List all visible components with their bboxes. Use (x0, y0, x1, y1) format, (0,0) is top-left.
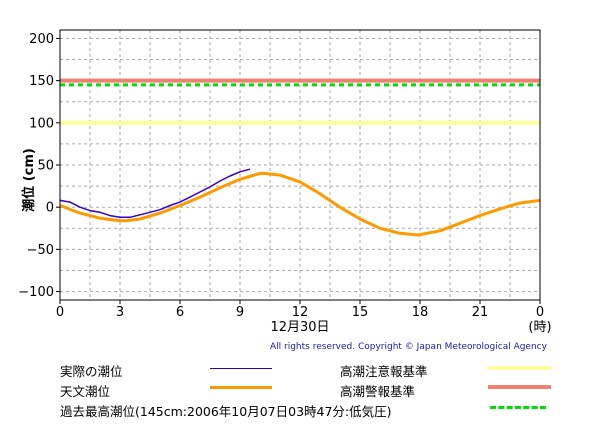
reference-lines (60, 78, 540, 125)
legend-astronomical-label: 天文潮位 (60, 384, 111, 399)
x-ticks: 0 3 6 9 12 15 18 21 0 (56, 300, 544, 320)
legend-caution-line (488, 366, 551, 370)
legend-actual-line (210, 368, 272, 369)
x-tick-label: 6 (176, 305, 184, 320)
y-tick-label: 200 (29, 32, 54, 47)
x-tick-label: 21 (472, 305, 489, 320)
actual-tide-line (59, 168, 251, 219)
legend-record-line (490, 406, 546, 409)
y-tick-label: 50 (37, 159, 54, 174)
legend-warning-label: 高潮警報基準 (340, 384, 416, 399)
y-tick-label: −50 (27, 243, 54, 258)
y-axis-label: 潮位 (cm) (21, 148, 37, 212)
y-ticks: 200 150 100 50 0 −50 −100 (18, 32, 60, 300)
x-axis-date: 12月30日 (270, 320, 329, 335)
x-tick-label: 0 (56, 305, 64, 320)
x-tick-label: 3 (116, 305, 124, 320)
x-tick-label: 0 (536, 305, 544, 320)
x-tick-label: 9 (236, 305, 244, 320)
y-tick-label: 0 (46, 201, 54, 216)
x-tick-label: 18 (412, 305, 429, 320)
y-tick-label: 150 (29, 74, 54, 89)
legend-warning-line (488, 385, 551, 389)
legend-caution-label: 高潮注意報基準 (340, 364, 428, 379)
x-tick-label: 12 (292, 305, 309, 320)
x-axis-unit: (時) (528, 320, 551, 335)
y-tick-label: −100 (18, 285, 54, 300)
y-tick-label: 100 (29, 116, 54, 131)
tide-chart: 200 150 100 50 0 −50 −100 0 3 6 9 12 15 18 21 0 12月30日… (18, 29, 552, 335)
series (59, 168, 541, 237)
legend-astronomical-line (210, 386, 272, 389)
copyright-text: All rights reserved. Copyright © Japan M… (270, 342, 547, 352)
x-tick-label: 15 (352, 305, 369, 320)
astronomical-tide-line (59, 171, 541, 237)
legend-actual-label: 実際の潮位 (60, 364, 123, 379)
legend-record-label: 過去最高潮位(145cm:2006年10月07日03時47分:低気圧) (60, 404, 392, 419)
